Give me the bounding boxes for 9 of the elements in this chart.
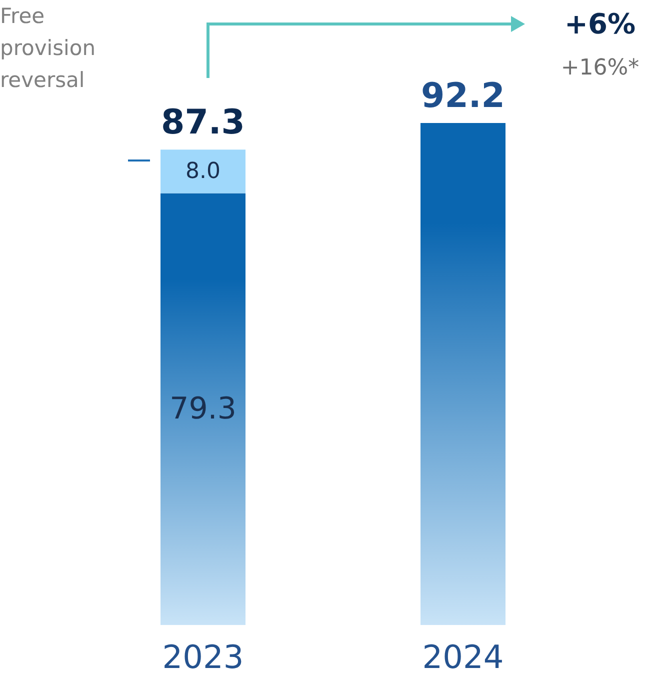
x-tick-label: 2024 bbox=[422, 638, 504, 676]
text: +16%* bbox=[560, 56, 640, 80]
x-tick-label: 2023 bbox=[162, 638, 244, 676]
total-label: 92.2 bbox=[421, 76, 505, 116]
total-label: 87.3 bbox=[161, 102, 245, 143]
text: +6% bbox=[564, 8, 636, 40]
text: Free provision reversal bbox=[0, 4, 96, 92]
data-label: 79.3 bbox=[170, 392, 236, 427]
data-label: 8.0 bbox=[186, 158, 220, 184]
